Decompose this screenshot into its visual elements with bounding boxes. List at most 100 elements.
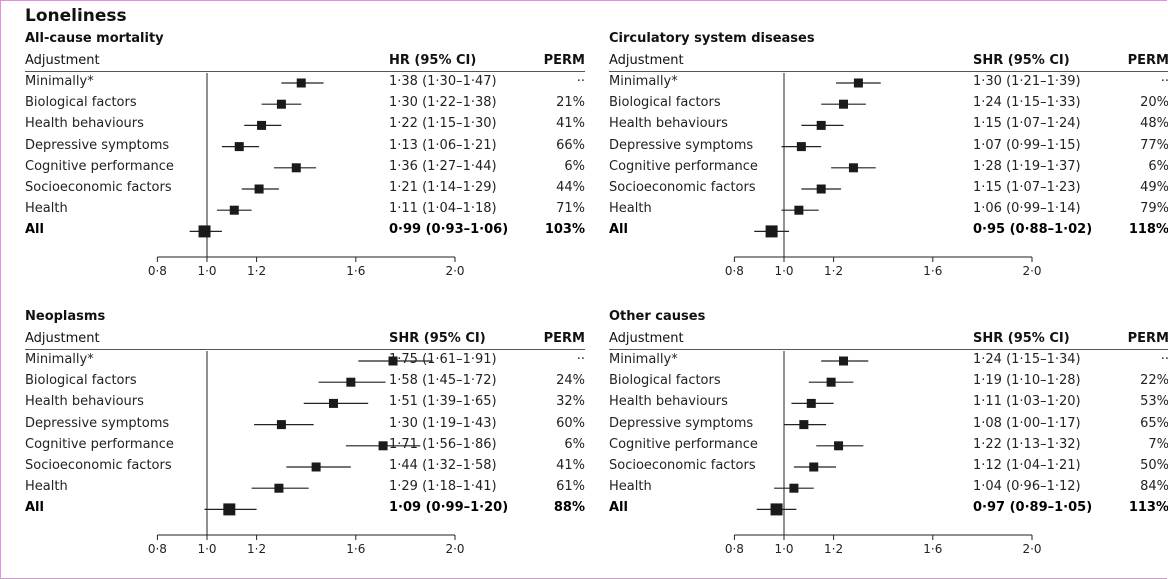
row-label: Biological factors [25,373,137,389]
row-ci-value: 1·08 (1·00–1·17) [973,415,1081,431]
panel-title: Circulatory system diseases [609,31,815,46]
row-perm-value: 24% [556,373,585,389]
column-header-ci: SHR (95% CI) [973,331,1070,346]
row-label: All [609,500,628,516]
row-perm-value: 65% [1140,415,1168,431]
x-tick-label: 2·0 [1022,542,1041,556]
row-perm-value: ·· [576,352,585,367]
row-ci-value: 1·51 (1·39–1·65) [389,394,497,410]
point-estimate [809,462,819,472]
point-estimate [826,377,836,387]
x-tick-label: 1·2 [824,542,843,556]
forest-plot: 0·8 1·0 1·2 1·6 2·0 [148,73,465,278]
point-estimate [234,142,244,152]
x-tick-label: 1·0 [197,542,216,556]
row-perm-value: 103% [544,222,585,238]
row-label: Socioeconomic factors [609,180,756,195]
row-ci-value: 1·13 (1·06–1·21) [389,137,497,153]
point-estimate [291,163,301,173]
row-label: Health behaviours [609,394,728,410]
row-perm-value: 53% [1140,394,1168,410]
row-label: Biological factors [609,373,721,389]
point-estimate [806,398,816,408]
row-ci-value: 0·95 (0·88–1·02) [973,222,1093,238]
column-header-ci: SHR (95% CI) [973,53,1070,68]
row-perm-value: 6% [564,436,585,452]
row-label: Health [609,479,652,495]
row-label: Health [609,201,652,217]
row-perm-value: 50% [1140,458,1168,473]
header-divider [609,349,1168,350]
row-perm-value: 6% [564,158,585,174]
row-ci-value: 1·30 (1·19–1·43) [389,415,497,431]
point-estimate [848,163,858,173]
x-tick-label: 1·6 [346,542,365,556]
column-header-adjustment: Adjustment [609,331,684,346]
x-tick-label: 1·0 [774,542,793,556]
forest-plot: 0·8 1·0 1·2 1·6 2·0 [725,73,1042,278]
header-divider [609,71,1168,72]
point-estimate [296,78,306,88]
row-label: Cognitive performance [25,436,174,452]
point-estimate [346,377,356,387]
x-tick-label: 1·6 [923,264,942,278]
row-perm-value: 7% [1148,436,1168,452]
row-perm-value: ·· [576,74,585,89]
row-perm-value: 60% [556,415,585,431]
row-ci-value: 1·38 (1·30–1·47) [389,74,497,89]
row-ci-value: 1·75 (1·61–1·91) [389,352,497,367]
row-label: Minimally* [609,74,678,89]
row-label: All [25,500,44,516]
x-tick-label: 1·6 [346,264,365,278]
row-perm-value: 118% [1128,222,1168,238]
row-label: Depressive symptoms [25,415,170,431]
x-tick-label: 0·8 [148,264,167,278]
row-label: Depressive symptoms [609,415,754,431]
row-label: Socioeconomic factors [609,458,756,473]
row-ci-value: 1·24 (1·15–1·33) [973,95,1081,111]
row-label: Depressive symptoms [609,137,754,153]
x-tick-label: 1·2 [247,264,266,278]
row-ci-value: 1·04 (0·96–1·12) [973,479,1081,495]
row-perm-value: 21% [556,95,585,111]
row-ci-value: 0·97 (0·89–1·05) [973,500,1093,516]
row-perm-value: 22% [1140,373,1168,389]
row-label: Depressive symptoms [25,137,170,153]
panel-all-cause-mortality: All-cause mortality Adjustment HR (95% CI)… [25,31,585,293]
row-perm-value: 41% [556,116,585,132]
forest-plot: 0·8 1·0 1·2 1·6 2·0 [725,351,1042,556]
row-label: Biological factors [609,95,721,111]
x-tick-label: 2·0 [1022,264,1041,278]
row-perm-value: 32% [556,394,585,410]
panel-title: All-cause mortality [25,31,164,46]
x-tick-label: 2·0 [445,264,464,278]
point-estimate [853,78,863,88]
row-ci-value: 1·15 (1·07–1·24) [973,116,1081,132]
row-label: Socioeconomic factors [25,180,172,195]
row-perm-value: ·· [1160,352,1168,367]
row-perm-value: 66% [556,137,585,153]
row-label: Health behaviours [25,116,144,132]
point-estimate [328,398,338,408]
row-ci-value: 1·11 (1·04–1·18) [389,201,497,217]
row-perm-value: 113% [1128,500,1168,516]
column-header-adjustment: Adjustment [609,53,684,68]
column-header-adjustment: Adjustment [25,53,100,68]
point-estimate [789,483,799,493]
row-ci-value: 1·28 (1·19–1·37) [973,158,1081,174]
column-header-perm: PERM [543,53,585,68]
column-header-ci: SHR (95% CI) [389,331,486,346]
figure-title: Loneliness [25,6,127,26]
row-perm-value: ·· [1160,74,1168,89]
row-ci-value: 1·06 (0·99–1·14) [973,201,1081,217]
point-estimate [799,420,809,430]
row-label: Minimally* [25,352,94,367]
row-label: Health [25,479,68,495]
row-label: Minimally* [609,352,678,367]
point-estimate [229,205,239,215]
row-ci-value: 1·71 (1·56–1·86) [389,436,497,452]
row-label: Minimally* [25,74,94,89]
x-tick-label: 1·0 [197,264,216,278]
header-divider [25,349,585,350]
